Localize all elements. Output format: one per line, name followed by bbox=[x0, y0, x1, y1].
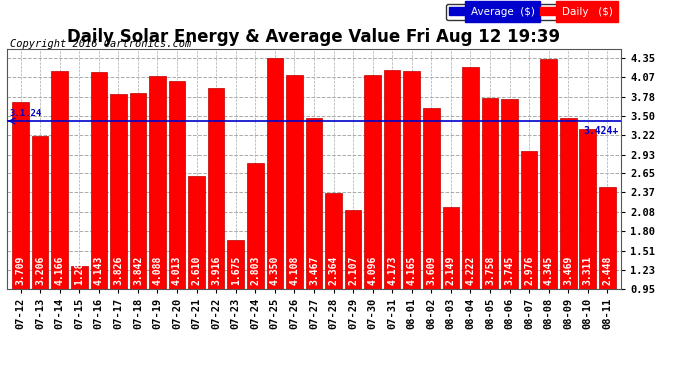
Bar bbox=[51, 71, 68, 353]
Bar bbox=[325, 193, 342, 353]
Text: 3.842: 3.842 bbox=[133, 256, 143, 285]
Bar bbox=[71, 266, 88, 353]
Text: 2.107: 2.107 bbox=[348, 256, 358, 285]
Text: 3.916: 3.916 bbox=[211, 256, 221, 285]
Bar bbox=[384, 70, 400, 353]
Text: 4.013: 4.013 bbox=[172, 256, 182, 285]
Bar bbox=[442, 207, 459, 353]
Text: 3.311: 3.311 bbox=[583, 256, 593, 285]
Bar bbox=[423, 108, 440, 353]
Bar bbox=[130, 93, 146, 353]
Text: 4.143: 4.143 bbox=[94, 256, 104, 285]
Bar bbox=[286, 75, 303, 353]
Text: 2.364: 2.364 bbox=[328, 256, 339, 285]
Bar bbox=[404, 71, 420, 353]
Text: 4.345: 4.345 bbox=[544, 256, 553, 285]
Text: 3.467: 3.467 bbox=[309, 256, 319, 285]
Bar bbox=[580, 129, 596, 353]
Text: 1.675: 1.675 bbox=[230, 256, 241, 285]
Bar bbox=[599, 187, 615, 353]
Bar bbox=[266, 58, 283, 353]
Text: 3.206: 3.206 bbox=[35, 256, 45, 285]
Bar bbox=[540, 58, 557, 353]
Bar bbox=[247, 163, 264, 353]
Bar bbox=[188, 176, 205, 353]
Bar bbox=[521, 152, 538, 353]
Text: Copyright 2016 Cartronics.com: Copyright 2016 Cartronics.com bbox=[10, 39, 192, 50]
Text: 1.287: 1.287 bbox=[75, 256, 84, 285]
Bar bbox=[482, 98, 498, 353]
Bar bbox=[12, 102, 29, 353]
Legend: Average  ($), Daily   ($): Average ($), Daily ($) bbox=[446, 3, 615, 20]
Text: 3.609: 3.609 bbox=[426, 256, 436, 285]
Text: 4.173: 4.173 bbox=[387, 256, 397, 285]
Bar bbox=[149, 76, 166, 353]
Text: 2.448: 2.448 bbox=[602, 256, 612, 285]
Text: 3.469: 3.469 bbox=[563, 256, 573, 285]
Bar bbox=[110, 94, 127, 353]
Text: 4.350: 4.350 bbox=[270, 256, 280, 285]
Bar bbox=[501, 99, 518, 353]
Text: 3.758: 3.758 bbox=[485, 256, 495, 285]
Bar bbox=[345, 210, 362, 353]
Bar bbox=[560, 118, 577, 353]
Text: 3.1.24: 3.1.24 bbox=[10, 109, 42, 118]
Text: 3.826: 3.826 bbox=[113, 256, 124, 285]
Text: 2.149: 2.149 bbox=[446, 256, 456, 285]
Text: 2.610: 2.610 bbox=[192, 256, 201, 285]
Bar bbox=[90, 72, 107, 353]
Text: 2.803: 2.803 bbox=[250, 256, 260, 285]
Text: 4.166: 4.166 bbox=[55, 256, 65, 285]
Text: 4.108: 4.108 bbox=[289, 256, 299, 285]
Text: 3.709: 3.709 bbox=[16, 256, 26, 285]
Bar bbox=[306, 118, 322, 353]
Text: 4.165: 4.165 bbox=[406, 256, 417, 285]
Title: Daily Solar Energy & Average Value Fri Aug 12 19:39: Daily Solar Energy & Average Value Fri A… bbox=[68, 28, 560, 46]
Text: 2.976: 2.976 bbox=[524, 256, 534, 285]
Bar bbox=[462, 67, 479, 353]
Bar bbox=[169, 81, 186, 353]
Text: 4.088: 4.088 bbox=[152, 256, 162, 285]
Text: 4.096: 4.096 bbox=[368, 256, 377, 285]
Bar bbox=[32, 136, 48, 353]
Text: 3.745: 3.745 bbox=[504, 256, 515, 285]
Text: 3.424+: 3.424+ bbox=[584, 126, 619, 136]
Text: 4.222: 4.222 bbox=[466, 256, 475, 285]
Bar bbox=[228, 240, 244, 353]
Bar bbox=[208, 88, 224, 353]
Bar bbox=[364, 75, 381, 353]
